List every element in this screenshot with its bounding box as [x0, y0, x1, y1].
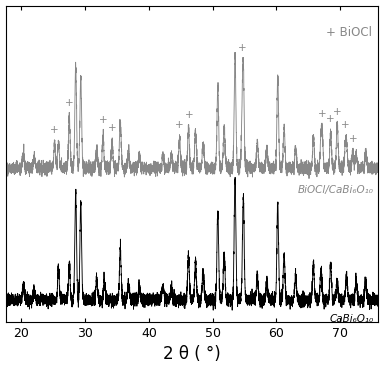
Text: CaBi₆O₁₀: CaBi₆O₁₀ [329, 314, 373, 324]
Text: +: + [318, 108, 327, 118]
Text: +: + [185, 110, 194, 120]
Text: +: + [333, 107, 342, 117]
Text: +: + [50, 125, 59, 135]
Text: +: + [238, 43, 247, 53]
Text: +: + [175, 120, 184, 130]
Text: +: + [349, 134, 357, 144]
X-axis label: 2 θ ( °): 2 θ ( °) [163, 345, 221, 363]
Text: +: + [341, 120, 349, 130]
Text: +: + [326, 114, 335, 124]
Text: + BiOCl: + BiOCl [326, 26, 372, 39]
Text: +: + [65, 98, 74, 108]
Text: +: + [99, 115, 108, 125]
Text: BiOCl/CaBi₆O₁₀: BiOCl/CaBi₆O₁₀ [298, 185, 373, 195]
Text: +: + [108, 123, 116, 133]
